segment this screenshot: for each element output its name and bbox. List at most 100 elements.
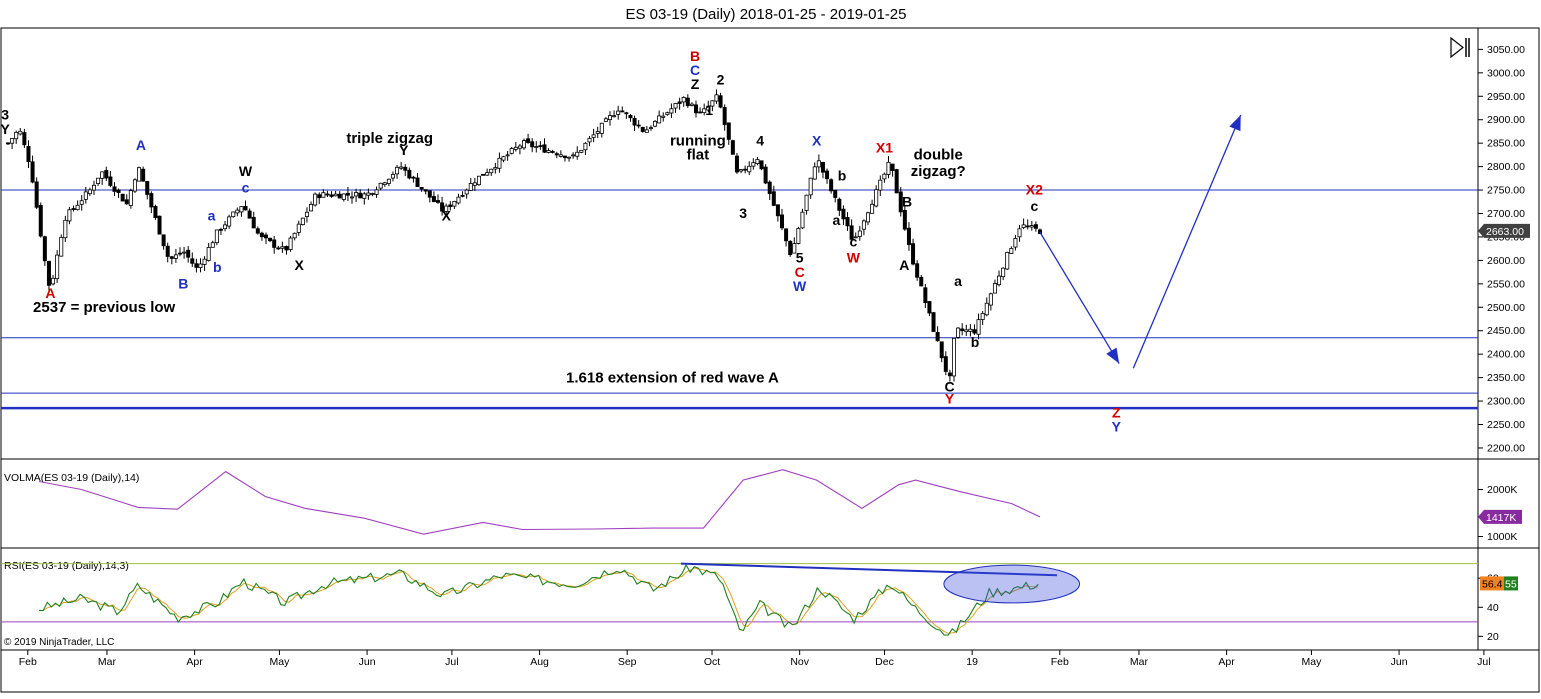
price-candle-body [161,234,166,247]
price-candle-body [202,258,207,265]
price-candle-body [677,101,682,104]
price-candle-body [1021,224,1026,228]
time-tick-label: Mar [1130,656,1149,668]
price-candle-body [411,176,416,179]
price-candle-body [673,103,678,109]
price-candle-body [804,194,809,211]
wave-label: X1 [876,140,893,156]
price-candle-body [747,165,752,173]
price-candle-body [186,249,191,258]
price-candle-body [34,181,39,208]
time-tick-label: Sep [618,656,637,668]
price-candle-body [661,115,666,118]
price-candle-body [149,193,154,208]
time-tick-label: May [270,656,291,668]
price-candles [6,89,1043,382]
price-candle-body [931,312,936,332]
price-candle-body [841,208,846,220]
price-candle-body [407,169,412,179]
price-candle-body [648,127,653,130]
price-candle-body [640,127,645,132]
wave-label: c [242,179,250,195]
price-candle-body [866,212,871,223]
wave-label: 2537 = previous low [33,299,175,316]
price-candle-body [38,205,43,237]
volma-tick-label: 1000K [1487,531,1517,543]
price-tick-label: 2750.00 [1487,185,1525,197]
price-candle-body [313,193,318,206]
price-candle-body [325,193,330,196]
wave-label: a [954,273,962,289]
price-candle-body [329,194,334,197]
chart-frame [0,27,1540,693]
price-candle-body [317,194,322,199]
price-candle-body [792,243,797,254]
rsi-label: RSI(ES 03-19 (Daily),14,3) [4,560,129,572]
price-candle-body [132,179,137,192]
price-tick-label: 3000.00 [1487,67,1525,79]
price-candle-body [153,206,158,218]
wave-label: running [670,133,726,150]
wave-label: X [812,133,822,149]
price-candle-body [575,151,580,157]
rsi-last-tag [1480,576,1504,591]
price-candle-body [370,193,375,195]
price-candle-body [796,228,801,244]
price-candle-body [534,146,539,149]
time-tick-label: Oct [704,656,720,668]
price-candle-body [698,111,703,114]
price-candle-body [419,186,424,190]
projection-arrow-head [1229,115,1241,132]
price-candle-body [501,156,506,161]
price-candle-body [767,181,772,194]
price-candle-body [354,192,359,197]
price-candle-body [894,169,899,194]
price-candle-body [800,211,805,229]
wave-label: B [178,276,188,292]
wave-label: c [849,233,857,249]
price-candle-body [595,131,600,134]
price-candle-body [382,182,387,186]
price-candle-body [902,210,907,230]
price-candle-body [689,103,694,106]
price-candle-body [63,219,68,239]
price-candle-body [546,150,551,153]
price-candle-body [415,177,420,187]
price-candle-body [304,211,309,217]
price-candle-body [542,144,547,153]
price-candle-body [788,240,793,256]
wave-label: Y [1112,419,1122,435]
price-candle-body [739,169,744,172]
price-candle-body [243,206,248,211]
price-candle-body [235,209,240,214]
time-tick-label: Aug [530,656,549,668]
skip-to-end-icon[interactable] [1450,36,1470,59]
price-tick-label: 2800.00 [1487,161,1525,173]
time-tick-label: May [1302,656,1323,668]
wave-label: a [208,208,216,224]
price-candle-body [845,217,850,227]
price-candle-body [771,191,776,206]
price-candle-body [583,142,588,151]
price-candle-body [345,192,350,196]
wave-label: b [838,168,847,184]
price-candle-body [374,189,379,195]
price-candle-body [169,256,174,259]
price-candle-body [190,258,195,264]
price-candle-body [218,228,223,231]
price-candle-body [591,134,596,138]
price-candle-body [472,182,477,186]
price-candle-body [452,201,457,207]
price-candle-body [485,172,490,176]
price-tick-label: 2450.00 [1487,325,1525,337]
rsi-tick-label: 20 [1487,631,1499,643]
price-candle-body [878,179,883,191]
volma-tick-label: 2000K [1487,484,1517,496]
volma-line [38,469,1041,535]
price-candle-body [829,179,834,192]
price-candle-body [1005,251,1010,270]
